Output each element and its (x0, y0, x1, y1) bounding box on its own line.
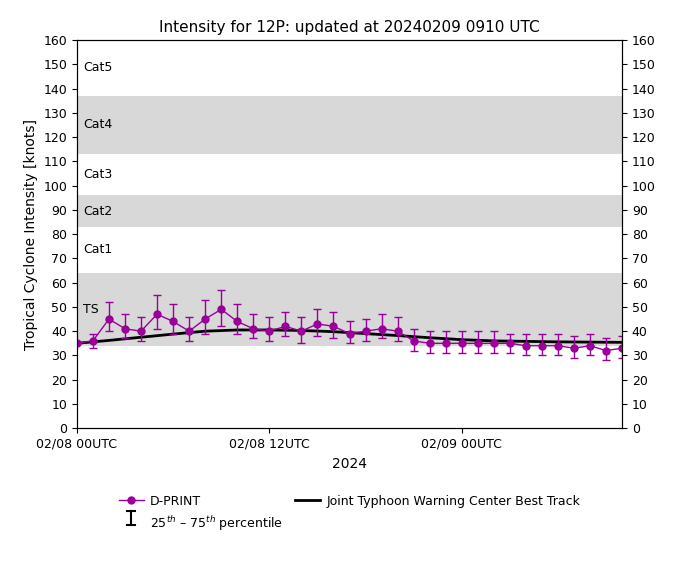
Bar (77, 96, 622, 154)
Title: Intensity for 12P: updated at 20240209 0910 UTC: Intensity for 12P: updated at 20240209 0… (159, 19, 540, 35)
Text: Cat1: Cat1 (83, 243, 113, 256)
Bar (77, 227, 622, 273)
Bar (77, 40, 622, 96)
Bar (77, 195, 622, 227)
Text: Cat2: Cat2 (83, 204, 113, 218)
X-axis label: 2024: 2024 (332, 457, 367, 471)
Legend: D-PRINT, 25$^{th}$ – 75$^{th}$ percentile, Joint Typhoon Warning Center Best Tra: D-PRINT, 25$^{th}$ – 75$^{th}$ percentil… (113, 489, 586, 538)
Text: TS: TS (83, 303, 99, 316)
Bar (77, 273, 622, 345)
Y-axis label: Tropical Cyclone Intensity [knots]: Tropical Cyclone Intensity [knots] (24, 119, 38, 349)
Text: Cat4: Cat4 (83, 118, 113, 131)
Text: Cat3: Cat3 (83, 168, 113, 181)
Bar (77, 154, 622, 195)
Text: Cat5: Cat5 (83, 61, 113, 74)
